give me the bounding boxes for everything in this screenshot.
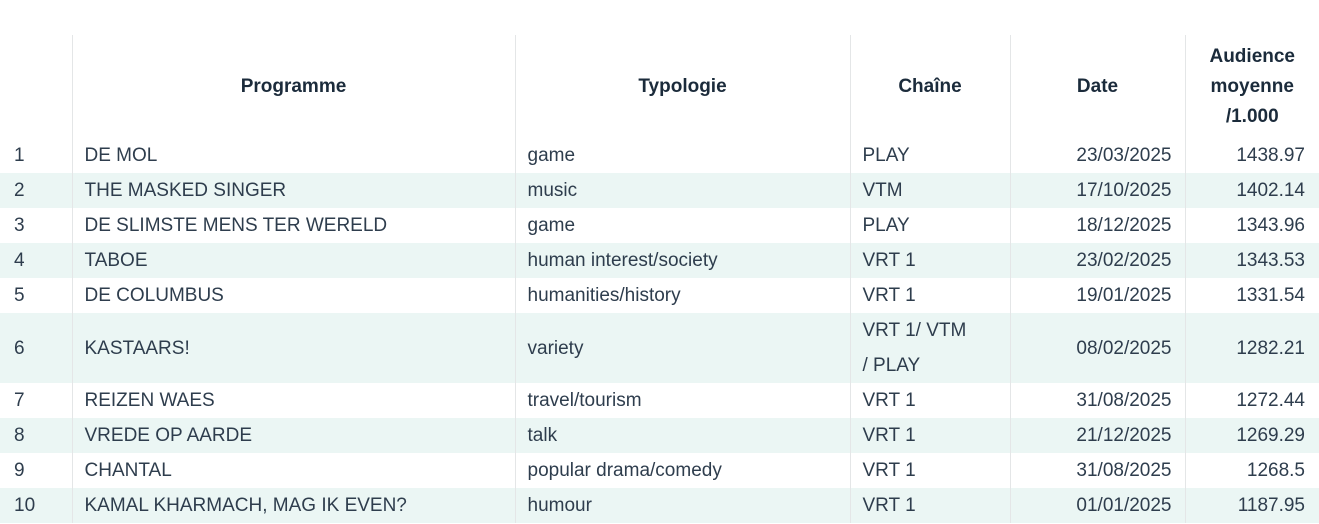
- cell-chaine: VRT 1: [849, 243, 1010, 278]
- cell-rank: 7: [14, 390, 25, 411]
- cell-chaine: VRT 1: [849, 383, 1010, 418]
- header-chaine: Chaîne: [849, 35, 1010, 138]
- cell-date: 19/01/2025: [1009, 278, 1185, 313]
- cell-audience: 1438.97: [1184, 138, 1319, 173]
- cell-typologie: humour: [514, 488, 850, 523]
- cell-chaine: PLAY: [849, 208, 1010, 243]
- cell-rank: 8: [14, 425, 25, 446]
- cell-typologie: variety: [514, 313, 850, 383]
- table-row: 7 REIZEN WAES travel/tourism VRT 1 31/08/202…: [0, 383, 1319, 418]
- header-row: Programme Typologie Chaîne Date Audience…: [0, 35, 1319, 138]
- cell-audience: 1343.96: [1184, 208, 1319, 243]
- cell-date: 18/12/2025: [1009, 208, 1185, 243]
- cell-typologie: popular drama/comedy: [514, 453, 850, 488]
- cell-programme: KAMAL KHARMACH, MAG IK EVEN?: [71, 488, 515, 523]
- header-programme: Programme: [71, 35, 515, 138]
- cell-chaine: PLAY: [849, 138, 1010, 173]
- cell-typologie: game: [514, 208, 850, 243]
- cell-rank: 1: [14, 145, 25, 166]
- cell-programme: THE MASKED SINGER: [71, 173, 515, 208]
- table-row: 3 DE SLIMSTE MENS TER WERELD game PLAY 18/12…: [0, 208, 1319, 243]
- cell-typologie: talk: [514, 418, 850, 453]
- cell-typologie: humanities/history: [514, 278, 850, 313]
- cell-typologie: music: [514, 173, 850, 208]
- cell-programme: CHANTAL: [71, 453, 515, 488]
- table-row: 2 THE MASKED SINGER music VTM 17/10/2025 1402…: [0, 173, 1319, 208]
- cell-chaine: VRT 1/ VTM / PLAY: [849, 313, 1010, 383]
- cell-date: 31/08/2025: [1009, 453, 1185, 488]
- cell-programme: DE MOL: [71, 138, 515, 173]
- cell-chaine: VTM: [849, 173, 1010, 208]
- cell-rank: 5: [14, 285, 25, 306]
- cell-date: 21/12/2025: [1009, 418, 1185, 453]
- cell-audience: 1187.95: [1184, 488, 1319, 523]
- cell-chaine: VRT 1: [849, 488, 1010, 523]
- table-row: 5 DE COLUMBUS humanities/history VRT 1 19/01…: [0, 278, 1319, 313]
- table-row: 4 TABOE human interest/society VRT 1 23/02/2…: [0, 243, 1319, 278]
- cell-audience: 1402.14: [1184, 173, 1319, 208]
- header-audience: Audience moyenne /1.000: [1184, 35, 1319, 138]
- header-typologie: Typologie: [514, 35, 850, 138]
- header-date: Date: [1009, 35, 1185, 138]
- cell-audience: 1343.53: [1184, 243, 1319, 278]
- cell-date: 23/02/2025: [1009, 243, 1185, 278]
- cell-audience: 1331.54: [1184, 278, 1319, 313]
- cell-programme: VREDE OP AARDE: [71, 418, 515, 453]
- cell-chaine: VRT 1: [849, 278, 1010, 313]
- cell-chaine: VRT 1: [849, 418, 1010, 453]
- header-rank: [0, 35, 72, 138]
- cell-programme: KASTAARS!: [71, 313, 515, 383]
- cell-programme: TABOE: [71, 243, 515, 278]
- table-body: 1 DE MOL game PLAY 23/03/2025 1438.97 2 THE MAS…: [0, 138, 1319, 523]
- cell-date: 01/01/2025: [1009, 488, 1185, 523]
- programme-ranking-table: Programme Typologie Chaîne Date Audience…: [0, 35, 1319, 523]
- cell-rank: 10: [14, 495, 36, 516]
- cell-audience: 1282.21: [1184, 313, 1319, 383]
- cell-rank: 6: [14, 337, 25, 359]
- cell-date: 31/08/2025: [1009, 383, 1185, 418]
- cell-programme: DE SLIMSTE MENS TER WERELD: [71, 208, 515, 243]
- cell-date: 08/02/2025: [1009, 313, 1185, 383]
- cell-date: 23/03/2025: [1009, 138, 1185, 173]
- cell-audience: 1269.29: [1184, 418, 1319, 453]
- table-row: 8 VREDE OP AARDE talk VRT 1 21/12/2025 1269.2…: [0, 418, 1319, 453]
- cell-programme: DE COLUMBUS: [71, 278, 515, 313]
- cell-programme: REIZEN WAES: [71, 383, 515, 418]
- cell-typologie: travel/tourism: [514, 383, 850, 418]
- cell-chaine: VRT 1: [849, 453, 1010, 488]
- table-row: 9 CHANTAL popular drama/comedy VRT 1 31/08/2…: [0, 453, 1319, 488]
- table-header: Programme Typologie Chaîne Date Audience…: [0, 35, 1319, 138]
- cell-typologie: human interest/society: [514, 243, 850, 278]
- cell-rank: 9: [14, 460, 25, 481]
- cell-date: 17/10/2025: [1009, 173, 1185, 208]
- cell-typologie: game: [514, 138, 850, 173]
- cell-audience: 1272.44: [1184, 383, 1319, 418]
- table-row: 10 KAMAL KHARMACH, MAG IK EVEN? humour VRT …: [0, 488, 1319, 523]
- table-row: 1 DE MOL game PLAY 23/03/2025 1438.97: [0, 138, 1319, 173]
- table-row: 6 KASTAARS! variety VRT 1/ VTM / PLAY 08/02/…: [0, 313, 1319, 383]
- cell-audience: 1268.5: [1184, 453, 1319, 488]
- cell-rank: 4: [14, 250, 25, 271]
- cell-rank: 2: [14, 180, 25, 201]
- cell-rank: 3: [14, 215, 25, 236]
